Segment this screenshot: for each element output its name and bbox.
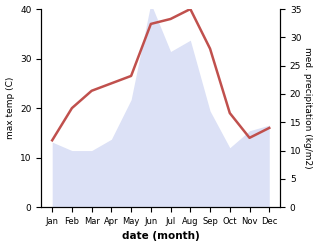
Y-axis label: max temp (C): max temp (C) xyxy=(5,77,15,139)
X-axis label: date (month): date (month) xyxy=(122,231,200,242)
Y-axis label: med. precipitation (kg/m2): med. precipitation (kg/m2) xyxy=(303,47,313,169)
